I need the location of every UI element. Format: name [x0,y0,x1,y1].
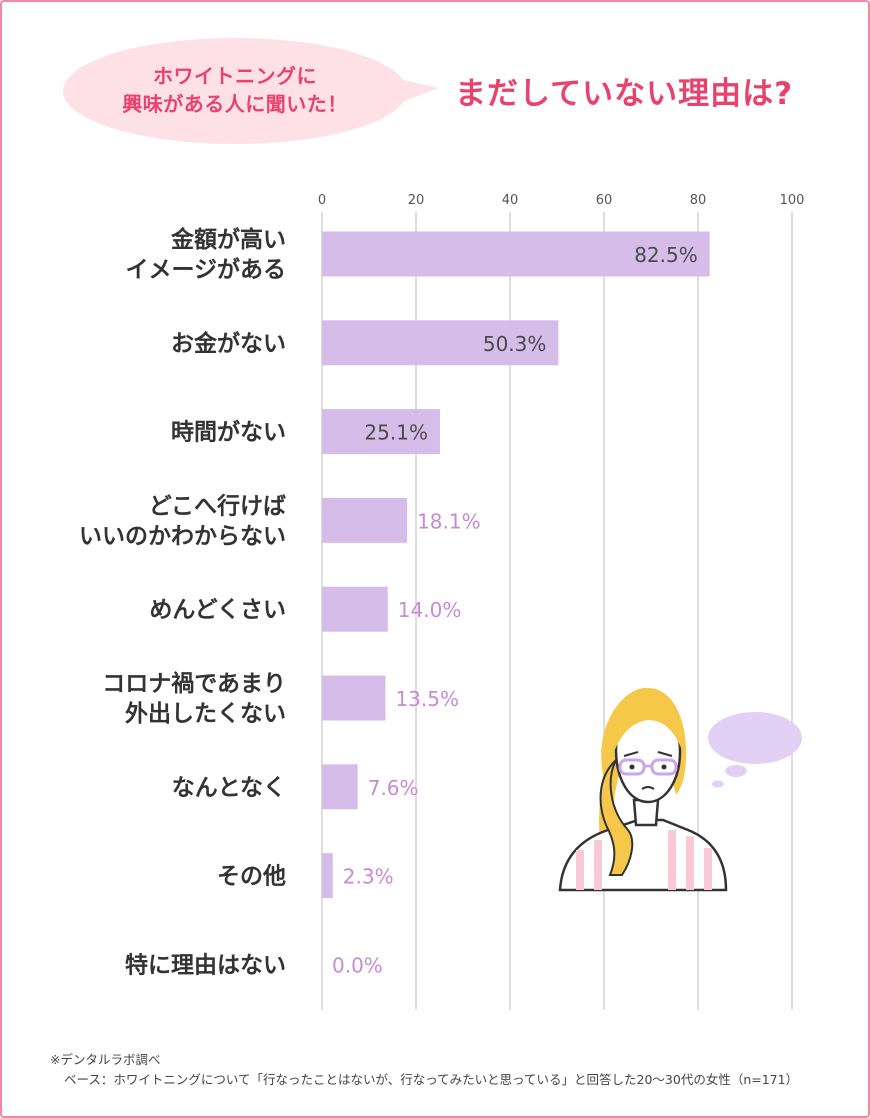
footnote-source: ※デンタルラボ調べ [50,1052,161,1067]
bar [322,675,386,721]
eyebrow-left [623,751,639,757]
eyebrow-right [657,751,673,757]
data-label: 2.3% [343,865,394,889]
category-label: 金額が高いイメージがある [125,226,286,283]
footnote: ※デンタルラボ調べ ベース：ホワイトニングについて「行なったことはないが、行なっ… [50,1050,798,1090]
bar [322,231,710,277]
category-label: 時間がない [171,419,286,446]
speech-bubble-shape [63,38,407,144]
speech-bubble [63,38,438,144]
bar [322,320,559,366]
eye-right [661,764,667,770]
data-label: 14.0% [398,598,462,622]
category-label: なんとなく [172,775,286,801]
neck [632,798,660,827]
chart-title: まだしていない理由は? [455,76,794,112]
category-label: どこへ行けばいいのかわからない [79,492,286,549]
bar [322,853,333,899]
footnote-base: ベース：ホワイトニングについて「行なったことはないが、行なってみたいと思っている… [64,1072,799,1087]
bar [322,409,440,455]
x-tick-label: 80 [690,193,707,208]
shirt-stripes [576,830,712,890]
category-label: 特に理由はない [125,952,286,978]
category-label: コロナ禍であまり外出したくない [102,670,286,727]
bar-chart: 0 20 40 60 80 100 金額が高いイメージがある 82.5% お金がない 50.3% 時… [79,193,805,1010]
glasses [618,758,678,776]
x-tick-label: 20 [408,193,425,208]
x-tick-label: 60 [596,193,613,208]
eye-left [629,764,635,770]
x-tick-label: 0 [318,193,326,208]
bar [322,764,358,810]
data-label: 13.5% [395,687,459,711]
bar [322,497,408,543]
bar [322,586,388,632]
data-label: 7.6% [368,776,419,800]
mouth [641,786,655,790]
data-label: 82.5% [634,243,698,267]
thought-dot-small [712,780,724,788]
shirt [558,818,728,892]
data-label: 0.0% [332,953,383,977]
data-label: 50.3% [483,332,547,356]
x-tick-label: 40 [502,193,519,208]
bubble-line-1: ホワイトニングに [153,64,317,88]
side-hair [599,759,634,876]
data-label: 18.1% [417,509,481,533]
bubble-line-2: 興味がある人に聞いた！ [122,92,348,116]
data-label: 25.1% [364,421,428,445]
category-label: めんどくさい [149,597,286,623]
thought-dot-large [725,765,747,777]
thought-cloud [708,712,802,764]
category-label: その他 [217,864,286,890]
woman-thinking-illustration [558,687,802,892]
x-tick-label: 100 [780,193,805,208]
speech-bubble-tail [395,78,438,104]
bangs [613,698,683,752]
category-label: お金がない [171,330,286,357]
